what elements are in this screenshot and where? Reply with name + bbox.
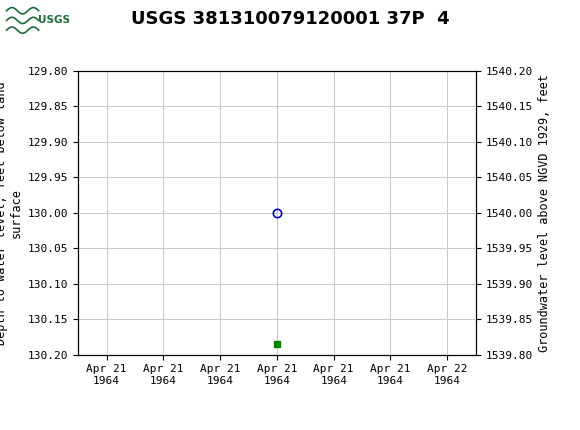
Text: USGS 381310079120001 37P  4: USGS 381310079120001 37P 4 — [130, 10, 450, 28]
Y-axis label: Depth to water level, feet below land
surface: Depth to water level, feet below land su… — [0, 81, 23, 345]
Y-axis label: Groundwater level above NGVD 1929, feet: Groundwater level above NGVD 1929, feet — [538, 74, 551, 352]
Legend: Period of approved data: Period of approved data — [183, 427, 371, 430]
Bar — [5, 3, 71, 38]
Text: USGS: USGS — [38, 15, 70, 25]
